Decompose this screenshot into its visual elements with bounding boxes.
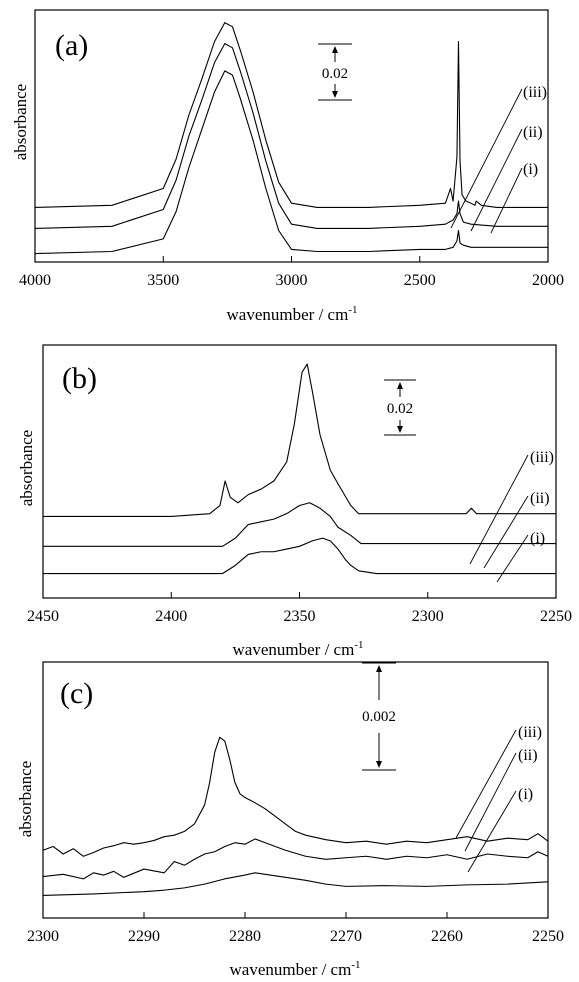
- scale-bar: 0.02: [318, 43, 352, 101]
- x-tick-label: 2250: [532, 928, 564, 945]
- y-axis-label: absorbance: [16, 761, 35, 837]
- series-line-i: [43, 537, 556, 575]
- series-label-ii: (ii): [518, 747, 538, 764]
- scale-bar-value: 0.002: [362, 709, 396, 725]
- series-labels: (iii) (ii) (i): [469, 449, 554, 583]
- series-line-i: [42, 872, 549, 896]
- x-axis-label: wavenumber / cm-1: [233, 639, 364, 659]
- panel-c: (c) absorbance wavenumber / cm-1 0.002 (…: [16, 661, 564, 979]
- x-tick-label: 2270: [330, 928, 362, 945]
- x-axis-label: wavenumber / cm-1: [230, 959, 361, 979]
- panel-label: (a): [55, 29, 88, 62]
- series-labels: (iii) (ii) (i): [450, 84, 547, 234]
- plot-frame: [42, 344, 557, 599]
- x-tick-label: 2260: [431, 928, 463, 945]
- series-label-i: (i): [518, 786, 533, 803]
- x-axis-label-superscript: -1: [351, 959, 360, 971]
- y-axis-label: absorbance: [11, 84, 30, 160]
- x-tick-label: 4000: [19, 272, 51, 289]
- x-tick-label: 2400: [155, 608, 187, 625]
- x-axis-label-text: wavenumber / cm: [227, 305, 349, 324]
- series-label-i: (i): [530, 530, 545, 547]
- x-tick-label: 2000: [532, 272, 564, 289]
- series-line-iii: [42, 736, 549, 857]
- series-line-ii: [42, 838, 549, 880]
- x-tick-label: 3000: [276, 272, 308, 289]
- x-axis-label-superscript: -1: [354, 639, 363, 651]
- x-tick-label: 2500: [404, 272, 436, 289]
- x-axis-label-superscript: -1: [348, 304, 357, 316]
- series-labels: (iii) (ii) (i): [455, 724, 542, 873]
- scale-bar: 0.02: [384, 379, 416, 436]
- series-line-ii: [34, 43, 548, 229]
- x-tick-label: 2300: [412, 608, 444, 625]
- panel-b: (b) absorbance wavenumber / cm-1 0.02 (i…: [17, 344, 572, 659]
- y-axis-label: absorbance: [17, 430, 36, 506]
- x-tick-label: 3500: [147, 272, 179, 289]
- plot-frame: [42, 661, 549, 919]
- panel-a: (a) absorbance wavenumber / cm-1 0.02 (i…: [11, 9, 564, 324]
- series-line-iii: [43, 363, 556, 517]
- scale-bar: 0.002: [362, 662, 396, 771]
- x-tick-label: 2450: [27, 608, 59, 625]
- series-label-iii: (iii): [518, 724, 542, 741]
- scale-bar-value: 0.02: [387, 401, 413, 417]
- series-label-i: (i): [523, 161, 538, 178]
- series-line-iii: [34, 22, 548, 208]
- x-tick-label: 2300: [27, 928, 59, 945]
- series-line-i: [34, 70, 548, 255]
- x-tick-label: 2350: [284, 608, 316, 625]
- x-tick-label: 2290: [128, 928, 160, 945]
- series-label-iii: (iii): [530, 449, 554, 466]
- series-line-ii: [43, 502, 556, 547]
- series-label-iii: (iii): [523, 84, 547, 101]
- series-label-ii: (ii): [530, 490, 550, 507]
- x-tick-label: 2250: [540, 608, 572, 625]
- x-axis-label-text: wavenumber / cm: [233, 640, 355, 659]
- panel-label: (b): [62, 362, 97, 395]
- x-tick-label: 2280: [229, 928, 261, 945]
- scale-bar-value: 0.02: [322, 66, 348, 82]
- x-axis-label: wavenumber / cm-1: [227, 304, 358, 324]
- series-label-ii: (ii): [523, 124, 543, 141]
- x-axis-label-text: wavenumber / cm: [230, 960, 352, 979]
- panel-label: (c): [60, 677, 93, 710]
